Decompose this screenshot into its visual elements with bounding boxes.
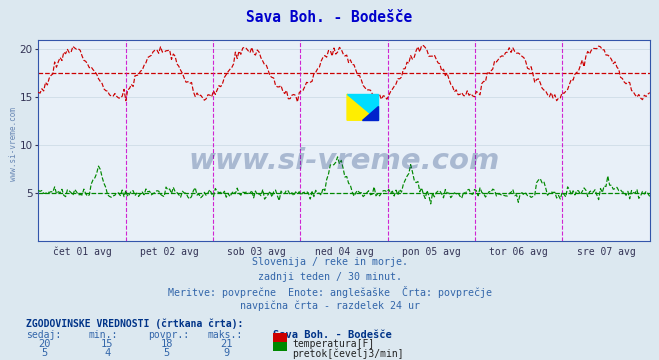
Text: povpr.:: povpr.: xyxy=(148,330,189,341)
Text: pretok[čevelj3/min]: pretok[čevelj3/min] xyxy=(292,348,403,359)
Polygon shape xyxy=(362,106,378,120)
Text: čet 01 avg: čet 01 avg xyxy=(53,247,111,257)
Text: sedaj:: sedaj: xyxy=(26,330,61,341)
Text: navpična črta - razdelek 24 ur: navpična črta - razdelek 24 ur xyxy=(239,301,420,311)
Text: maks.:: maks.: xyxy=(208,330,243,341)
Text: tor 06 avg: tor 06 avg xyxy=(490,247,548,257)
Text: min.:: min.: xyxy=(89,330,119,341)
Text: temperatura[F]: temperatura[F] xyxy=(292,339,374,349)
Text: 21: 21 xyxy=(220,339,232,349)
Text: pon 05 avg: pon 05 avg xyxy=(402,247,461,257)
Text: 20: 20 xyxy=(39,339,51,349)
Text: 9: 9 xyxy=(223,348,229,358)
Text: Sava Boh. - Bodešče: Sava Boh. - Bodešče xyxy=(246,10,413,25)
Text: 15: 15 xyxy=(101,339,113,349)
Text: 5: 5 xyxy=(163,348,170,358)
Text: ZGODOVINSKE VREDNOSTI (črtkana črta):: ZGODOVINSKE VREDNOSTI (črtkana črta): xyxy=(26,319,244,329)
Text: 18: 18 xyxy=(161,339,173,349)
Text: Sava Boh. - Bodešče: Sava Boh. - Bodešče xyxy=(273,330,392,341)
Polygon shape xyxy=(347,94,378,120)
Text: 4: 4 xyxy=(104,348,111,358)
Text: pet 02 avg: pet 02 avg xyxy=(140,247,198,257)
Text: Slovenija / reke in morje.: Slovenija / reke in morje. xyxy=(252,257,407,267)
Text: sob 03 avg: sob 03 avg xyxy=(227,247,286,257)
Text: zadnji teden / 30 minut.: zadnji teden / 30 minut. xyxy=(258,272,401,282)
Text: sre 07 avg: sre 07 avg xyxy=(577,247,635,257)
Text: www.si-vreme.com: www.si-vreme.com xyxy=(9,107,18,181)
Polygon shape xyxy=(347,94,378,120)
Text: ned 04 avg: ned 04 avg xyxy=(314,247,374,257)
Text: 5: 5 xyxy=(42,348,48,358)
Text: Meritve: povprečne  Enote: anglešaške  Črta: povprečje: Meritve: povprečne Enote: anglešaške Črt… xyxy=(167,286,492,298)
Text: www.si-vreme.com: www.si-vreme.com xyxy=(188,147,500,175)
